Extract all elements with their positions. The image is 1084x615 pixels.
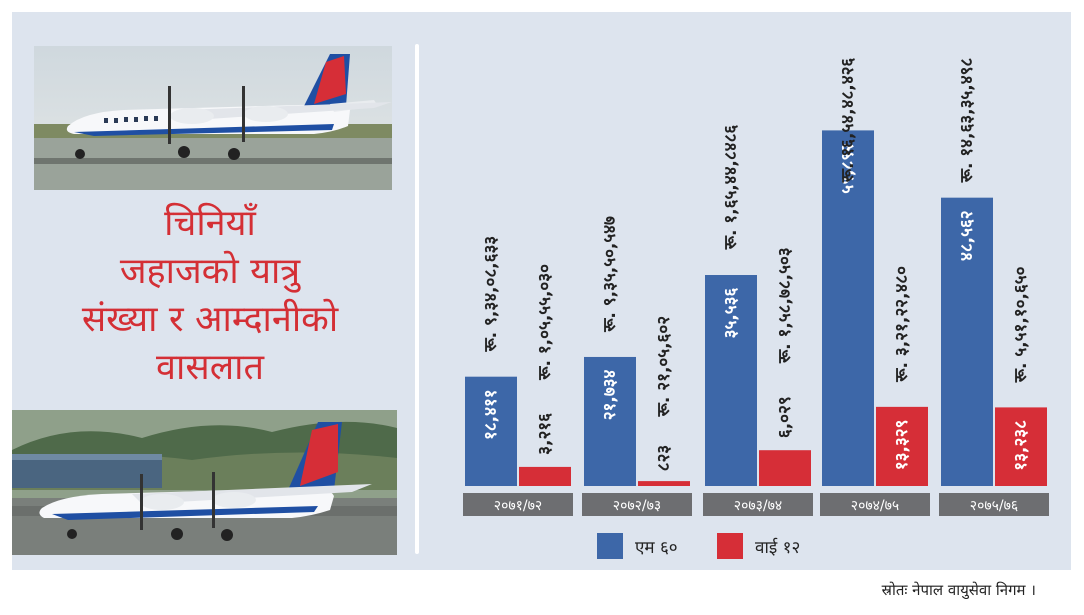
- bar-value-label: ४८,५६२: [957, 210, 977, 261]
- legend-y12: वाई १२: [717, 533, 800, 559]
- revenue-label: रू. १,०५,५५,०३०: [535, 264, 555, 381]
- legend-label-y12: वाई १२: [755, 537, 801, 558]
- bar-value-label: १३,३२९: [892, 420, 912, 471]
- aircraft-photo-bottom: [12, 410, 397, 555]
- title-line-2: जहाजको यात्रु: [119, 251, 301, 292]
- legend-swatch-ma60: [597, 533, 623, 559]
- bar-y12: [995, 407, 1047, 486]
- year-label-bg: [820, 493, 930, 516]
- bar-y12: [876, 406, 928, 486]
- bar-value-label: ३५,५३६: [721, 288, 741, 339]
- legend-ma60: एम ६०: [597, 533, 678, 559]
- bar-value-label: १८,४११: [481, 389, 501, 440]
- bar-ma60: [705, 275, 757, 486]
- source-note: स्रोतः नेपाल वायुसेवा निगम ।: [881, 581, 1036, 599]
- revenue-label: रू. १,६५,४४,८४८६: [721, 125, 741, 251]
- bar-ma60: [822, 130, 874, 487]
- revenue-label: रू. ९,३५,५०,५४७: [600, 216, 620, 333]
- aircraft-photo-top: [34, 46, 392, 190]
- bar-ma60: [941, 197, 993, 486]
- year-label: २०७२/७३: [613, 498, 661, 514]
- bar-value-label: ३,२१६: [535, 413, 555, 455]
- title-line-4: वासलात: [156, 347, 264, 388]
- revenue-label: रू. १,५८,७८,५०३: [775, 247, 795, 364]
- bar-y12: [519, 466, 571, 486]
- revenue-label: रू. १६,५४,४८,४२६: [838, 58, 858, 184]
- bar-y12: [759, 450, 811, 486]
- bar-ma60: [465, 376, 517, 486]
- year-label: २०७५/७६: [970, 498, 1018, 514]
- bar-value-label: १३,२३८: [1011, 420, 1031, 471]
- year-label-bg: [582, 493, 692, 516]
- bar-ma60: [584, 356, 636, 486]
- bar-value-label: २१,७३४: [600, 369, 620, 420]
- year-label-bg: [939, 493, 1049, 516]
- legend-label-ma60: एम ६०: [635, 537, 678, 558]
- divider-line: [415, 44, 419, 554]
- title-line-1: चिनियाँ: [164, 203, 256, 244]
- year-label-bg: [463, 493, 573, 516]
- revenue-label: रू. ३,२१,२२,४८०: [892, 266, 912, 383]
- year-label: २०७४/७५: [851, 498, 899, 514]
- title-line-3: संख्या र आम्दानीको: [81, 299, 339, 340]
- bar-value-label: ८२३: [654, 445, 674, 472]
- bar-y12: [638, 481, 690, 486]
- year-label: २०७३/७४: [734, 498, 782, 514]
- bar-value-label: ६,०२९: [775, 396, 795, 438]
- revenue-label: रू. १४,६३,३५,४९८: [957, 58, 977, 184]
- legend-swatch-y12: [717, 533, 743, 559]
- revenue-label: रू. ५,५१,१०,६५०: [1011, 266, 1031, 383]
- year-label-bg: [703, 493, 813, 516]
- infographic-title: चिनियाँ जहाजको यात्रु संख्या र आम्दानीको…: [30, 200, 390, 392]
- year-label: २०७१/७२: [494, 498, 542, 514]
- bar-value-label: ५९,८९२: [838, 143, 858, 194]
- revenue-label: रू. ९,३४,०८,६३३: [481, 236, 501, 353]
- revenue-label: रू. २१,०५,६०२: [654, 316, 674, 417]
